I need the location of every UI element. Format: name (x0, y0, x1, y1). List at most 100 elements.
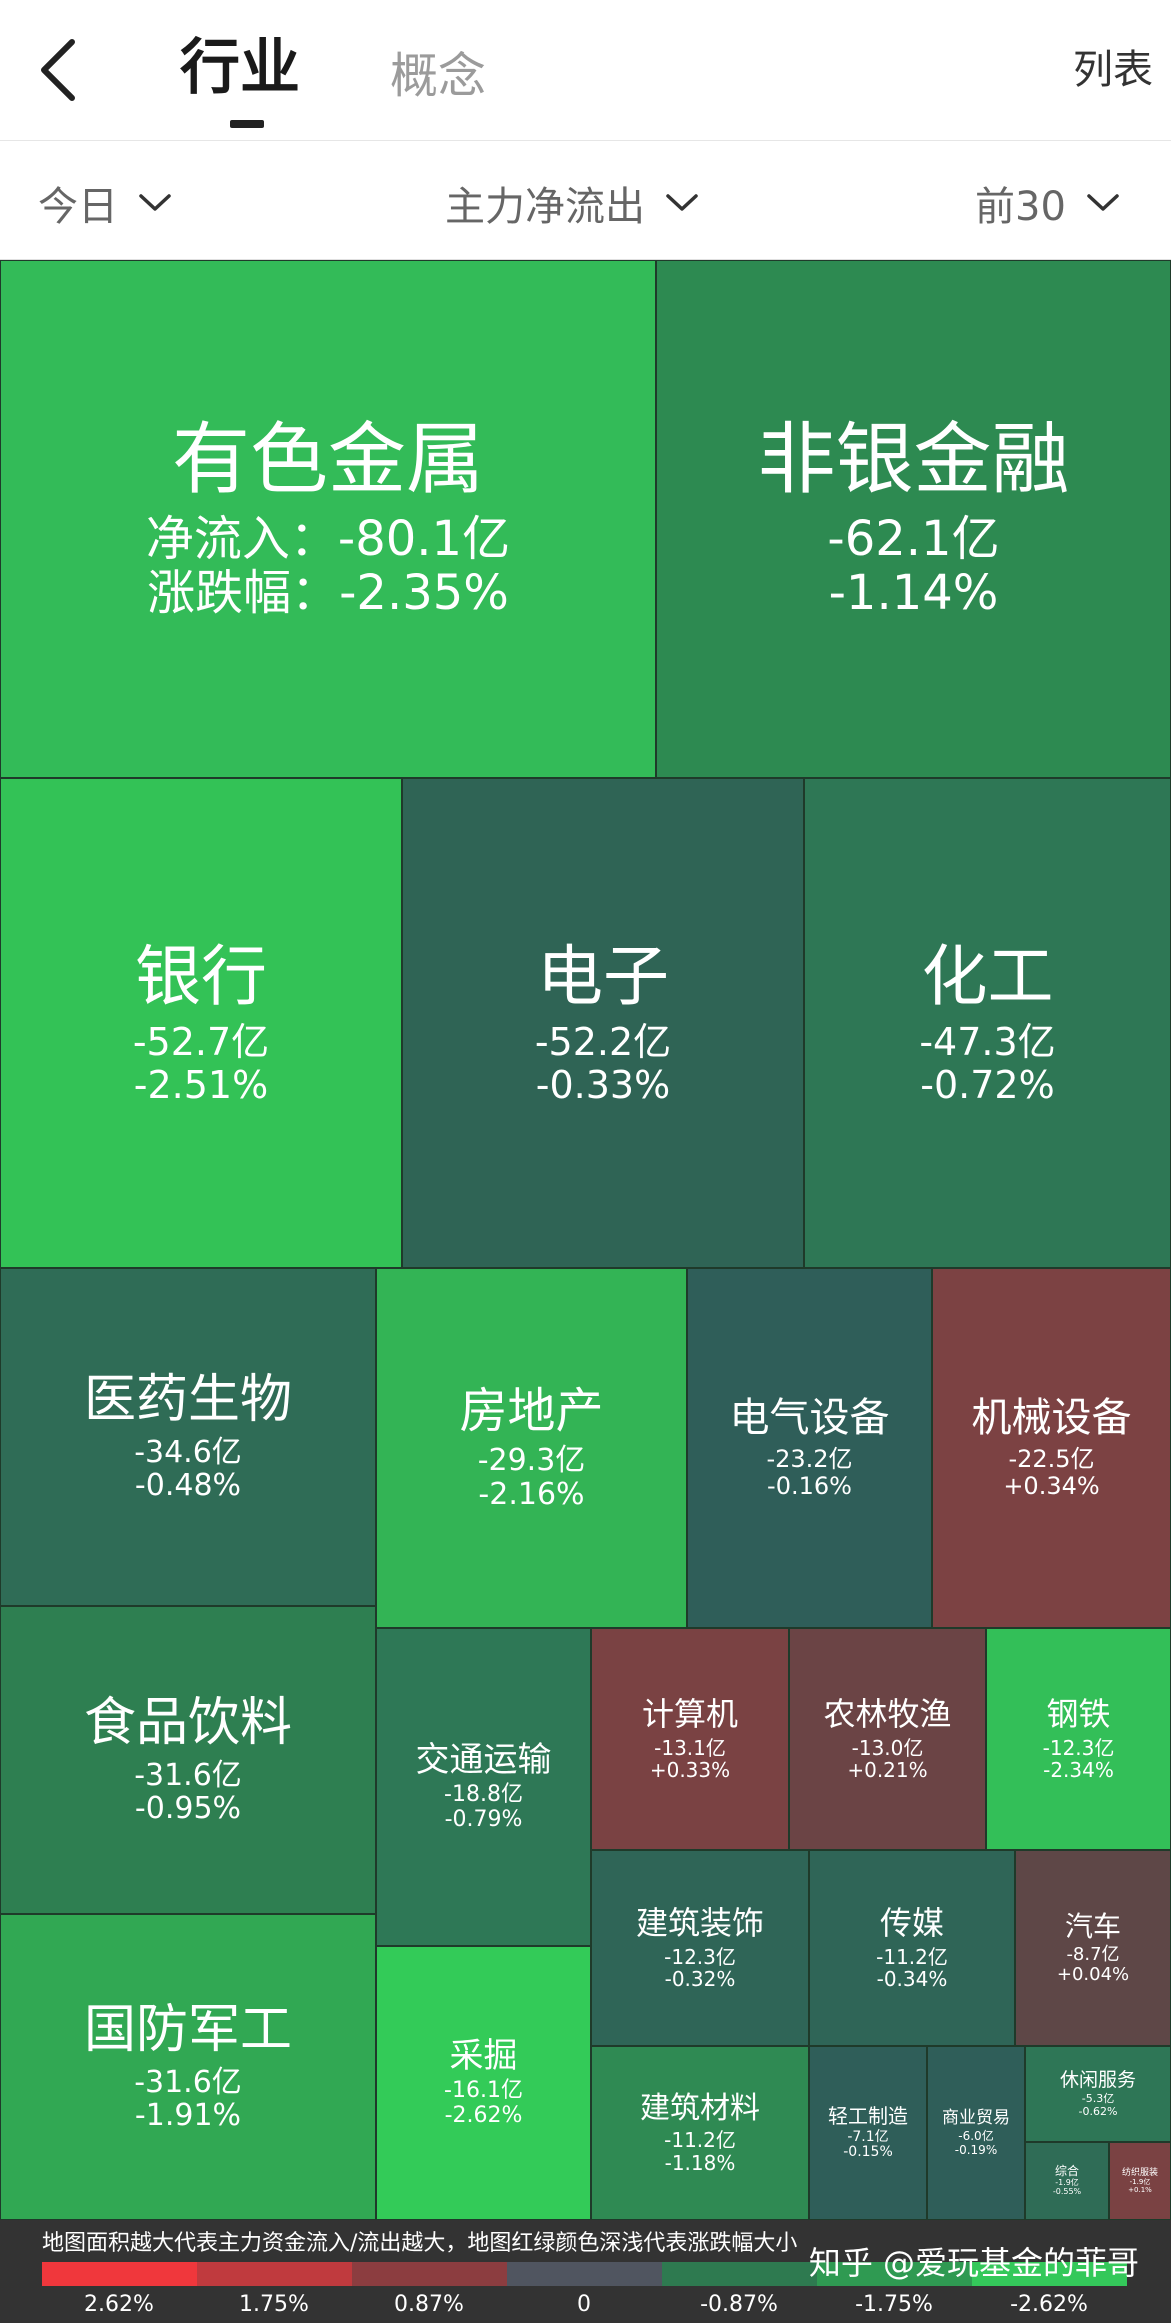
sector-tile[interactable]: 机械设备 -22.5亿 +0.34% (932, 1268, 1171, 1628)
sector-change-pct: -0.19% (954, 2142, 998, 2157)
watermark: 知乎 @爱玩基金的菲哥 (808, 2244, 1139, 2282)
sector-name: 房地产 (459, 1382, 604, 1439)
sector-net-flow: 净流入：-80.1亿 (145, 511, 511, 568)
tab-concept[interactable]: 概念 (390, 48, 487, 104)
sector-tile[interactable]: 纺织服装 -1.9亿 +0.1% (1109, 2142, 1171, 2220)
sector-change-pct: -0.32% (664, 1966, 736, 1991)
sector-name: 食品饮料 (83, 1693, 292, 1754)
legend-swatch (817, 2262, 972, 2286)
sector-net-flow: -29.3亿 (477, 1443, 586, 1479)
metric-dropdown[interactable]: 主力净流出 (445, 175, 699, 231)
sector-treemap: 有色金属 净流入：-80.1亿 涨跌幅：-2.35% 非银金融 -62.1亿 -1.14%… (0, 260, 1171, 2220)
sector-net-flow: -5.3亿 (1081, 2092, 1115, 2106)
sector-tile[interactable]: 综合 -1.9亿 -0.55% (1025, 2142, 1109, 2220)
sector-tile[interactable]: 国防军工 -31.6亿 -1.91% (0, 1914, 376, 2220)
sector-net-flow: -1.9亿 (1129, 2177, 1151, 2186)
sector-net-flow: -1.9亿 (1055, 2178, 1079, 2188)
sector-tile[interactable]: 银行 -52.7亿 -2.51% (0, 778, 402, 1268)
sector-change-pct: +0.04% (1056, 1964, 1130, 1986)
sector-tile[interactable]: 有色金属 净流入：-80.1亿 涨跌幅：-2.35% (0, 260, 656, 778)
sector-change-pct: -0.33% (535, 1062, 671, 1107)
sector-tile[interactable]: 食品饮料 -31.6亿 -0.95% (0, 1606, 376, 1914)
sector-name: 轻工制造 (828, 2104, 908, 2129)
sector-name: 汽车 (1064, 1909, 1121, 1943)
sector-tile[interactable]: 建筑材料 -11.2亿 -1.18% (591, 2046, 809, 2220)
legend-label: 0.87% (394, 2292, 464, 2317)
sector-net-flow: -13.0亿 (851, 1735, 924, 1760)
sector-tile[interactable]: 钢铁 -12.3亿 -2.34% (986, 1628, 1171, 1850)
sector-tile[interactable]: 建筑装饰 -12.3亿 -0.32% (591, 1850, 809, 2046)
sector-change-pct: -0.16% (767, 1471, 852, 1500)
sector-net-flow: -16.1亿 (444, 2078, 523, 2104)
sector-tile[interactable]: 汽车 -8.7亿 +0.04% (1015, 1850, 1171, 2046)
sector-tile[interactable]: 采掘 -16.1亿 -2.62% (376, 1946, 591, 2220)
tab-industry[interactable]: 行业 (180, 33, 300, 103)
sector-tile[interactable]: 化工 -47.3亿 -0.72% (804, 778, 1171, 1268)
sector-name: 传媒 (879, 1903, 944, 1942)
color-legend: 地图面积越大代表主力资金流入/流出越大，地图红绿颜色深浅代表涨跌幅大小 2.62… (0, 2220, 1171, 2323)
sector-tile[interactable]: 传媒 -11.2亿 -0.34% (809, 1850, 1015, 2046)
top-n-label: 前30 (975, 184, 1066, 230)
sector-tile[interactable]: 电气设备 -23.2亿 -0.16% (687, 1268, 932, 1628)
sector-name: 化工 (921, 937, 1054, 1015)
sector-tile[interactable]: 房地产 -29.3亿 -2.16% (376, 1268, 687, 1628)
sector-name: 建筑装饰 (635, 1903, 764, 1942)
sector-change-pct: +0.34% (1003, 1471, 1100, 1500)
sector-name: 计算机 (641, 1694, 738, 1733)
sector-name: 国防军工 (83, 2000, 292, 2061)
sector-name: 银行 (135, 937, 267, 1015)
sector-net-flow: -11.2亿 (876, 1944, 948, 1969)
sector-tile[interactable]: 休闲服务 -5.3亿 -0.62% (1025, 2046, 1171, 2142)
sector-net-flow: -8.7亿 (1066, 1944, 1120, 1966)
sector-net-flow: -34.6亿 (134, 1434, 242, 1470)
chevron-down-icon (139, 194, 171, 211)
sector-net-flow: -22.5亿 (1008, 1445, 1095, 1474)
sector-change-pct: -0.95% (134, 1791, 242, 1827)
sector-tile[interactable]: 商业贸易 -6.0亿 -0.19% (927, 2046, 1025, 2220)
sector-tile[interactable]: 轻工制造 -7.1亿 -0.15% (809, 2046, 927, 2220)
sector-tile[interactable]: 非银金融 -62.1亿 -1.14% (656, 260, 1171, 778)
legend-label: -0.87% (700, 2292, 778, 2317)
sector-net-flow: -52.7亿 (132, 1020, 270, 1065)
sector-change-pct: +0.33% (649, 1757, 731, 1782)
sector-tile[interactable]: 计算机 -13.1亿 +0.33% (591, 1628, 789, 1850)
sector-net-flow: -31.6亿 (134, 1757, 242, 1793)
sector-name: 电气设备 (729, 1395, 890, 1442)
legend-note: 地图面积越大代表主力资金流入/流出越大，地图红绿颜色深浅代表涨跌幅大小 (42, 2231, 798, 2256)
sector-tile[interactable]: 交通运输 -18.8亿 -0.79% (376, 1628, 591, 1946)
list-view-button[interactable]: 列表 (1073, 47, 1153, 93)
period-label: 今日 (38, 184, 118, 230)
sector-change-pct: -0.48% (134, 1468, 242, 1504)
sector-change-pct: -1.91% (134, 2098, 242, 2134)
legend-swatch (352, 2262, 507, 2286)
sector-change-pct: -0.62% (1078, 2104, 1118, 2118)
sector-change-pct: -0.79% (444, 1807, 523, 1833)
sector-net-flow: -7.1亿 (847, 2128, 889, 2145)
sector-net-flow: -23.2亿 (766, 1445, 853, 1474)
sector-name: 建筑材料 (640, 2090, 760, 2126)
back-arrow-icon[interactable] (30, 30, 90, 110)
sector-net-flow: -11.2亿 (664, 2128, 736, 2153)
sector-net-flow: -62.1亿 (827, 511, 1000, 568)
sector-change-pct: -1.18% (664, 2150, 736, 2175)
sector-change-pct: -1.14% (828, 565, 999, 622)
sector-change-pct: -0.72% (920, 1062, 1055, 1107)
sector-name: 交通运输 (415, 1740, 552, 1781)
sector-net-flow: -6.0亿 (958, 2129, 994, 2144)
legend-label: 0 (577, 2292, 591, 2317)
sector-name: 钢铁 (1046, 1694, 1111, 1733)
sector-name: 非银金融 (757, 415, 1070, 506)
metric-label: 主力净流出 (445, 184, 645, 230)
sector-tile[interactable]: 电子 -52.2亿 -0.33% (402, 778, 804, 1268)
legend-scale-labels: 2.62% 1.75% 0.87% 0 -0.87% -1.75% -2.62% (42, 2290, 1127, 2320)
period-dropdown[interactable]: 今日 (38, 175, 172, 231)
sector-change-pct: -2.51% (133, 1062, 269, 1107)
legend-swatch (972, 2262, 1127, 2286)
sector-tile[interactable]: 医药生物 -34.6亿 -0.48% (0, 1268, 376, 1606)
sector-tile[interactable]: 农林牧渔 -13.0亿 +0.21% (789, 1628, 986, 1850)
sector-change-pct: 涨跌幅：-2.35% (147, 565, 509, 622)
legend-color-scale (42, 2262, 1127, 2286)
sector-name: 采掘 (449, 2036, 518, 2077)
top-n-dropdown[interactable]: 前30 (975, 175, 1120, 231)
sector-name: 机械设备 (971, 1395, 1132, 1442)
